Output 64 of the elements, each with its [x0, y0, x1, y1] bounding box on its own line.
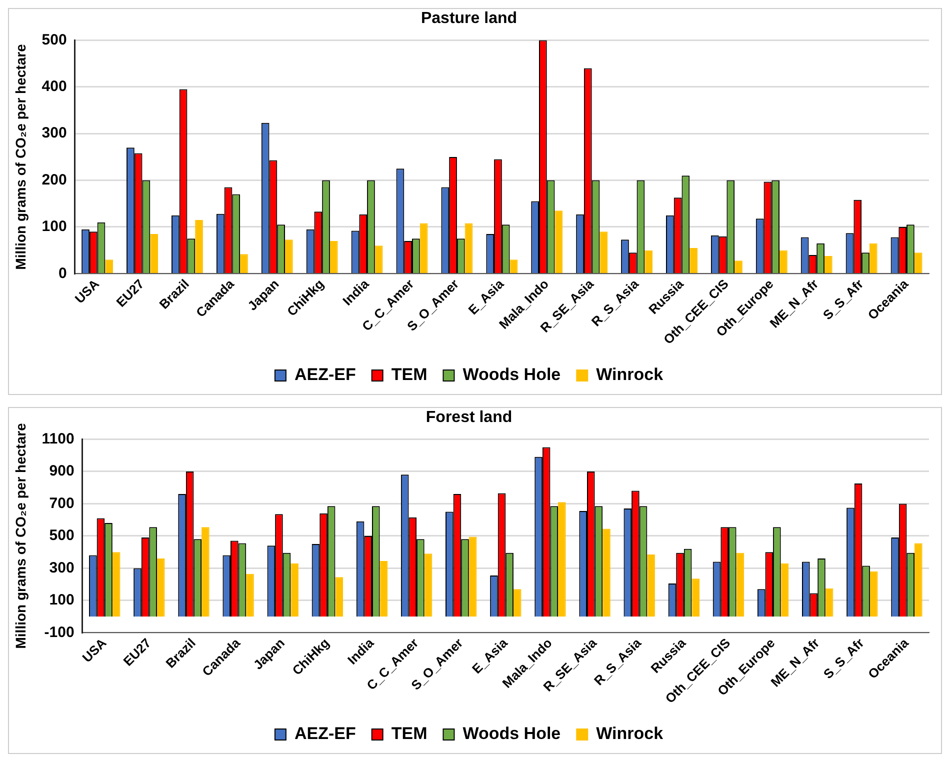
bar [202, 527, 210, 617]
legend-label: TEM [391, 365, 428, 384]
bar [246, 574, 254, 617]
x-tick-label: USA [72, 276, 102, 306]
bar [240, 254, 248, 273]
bar [464, 223, 473, 273]
y-tick-label: 1100 [42, 430, 74, 448]
legend-label: AEZ-EF [294, 365, 356, 384]
legend-label: Winrock [596, 724, 664, 744]
y-tick-label: -100 [44, 624, 74, 641]
y-tick-label: 300 [49, 559, 74, 576]
bar [290, 563, 298, 617]
x-tick-label: USA [79, 634, 110, 666]
bar [780, 563, 789, 617]
bar [647, 554, 655, 617]
bar [420, 223, 428, 273]
y-axis-title: Million grams of CO₂e per hectare [12, 422, 28, 649]
legend-label: AEZ-EF [294, 724, 356, 744]
y-tick-label: 500 [49, 527, 74, 544]
bar [285, 240, 293, 273]
bar [380, 560, 388, 617]
y-tick-label: 300 [42, 124, 67, 142]
legend-label: TEM [391, 724, 428, 744]
bar [424, 554, 432, 617]
y-tick-label: 900 [49, 462, 74, 480]
chart-title: Pasture land [420, 10, 518, 28]
y-tick-label: 0 [58, 264, 67, 282]
bar [690, 248, 698, 273]
chart-title: Forest land [426, 409, 512, 426]
bar [156, 558, 165, 617]
y-tick-label: 400 [42, 78, 67, 96]
bar [112, 552, 120, 617]
bar [914, 543, 922, 617]
bar [692, 578, 700, 617]
bar [374, 246, 383, 273]
y-tick-label: 100 [42, 218, 67, 236]
bar [870, 571, 878, 617]
bar [869, 243, 878, 273]
bar [335, 577, 344, 617]
legend-label: Winrock [596, 365, 664, 384]
bar [330, 241, 338, 273]
bar [600, 232, 608, 273]
legend-label: Woods Hole [462, 365, 561, 384]
bar [510, 260, 518, 273]
y-tick-label: 100 [49, 592, 74, 609]
legend-label: Woods Hole [462, 724, 561, 744]
y-tick-label: 500 [42, 31, 67, 48]
y-tick-label: 200 [42, 171, 67, 188]
bar [644, 250, 653, 273]
bar [736, 552, 744, 617]
bar [602, 528, 610, 617]
bar [513, 589, 522, 617]
bar [150, 234, 158, 273]
bar [780, 250, 788, 273]
bar [914, 252, 922, 273]
y-axis-title: Million grams of CO₂e per hectare [12, 44, 28, 270]
bar [824, 256, 832, 273]
bar [558, 502, 566, 617]
y-tick-label: 700 [49, 494, 74, 512]
bar [195, 220, 203, 273]
bar [468, 536, 477, 617]
bar [825, 588, 834, 617]
bar [554, 210, 563, 273]
bar [105, 260, 114, 273]
